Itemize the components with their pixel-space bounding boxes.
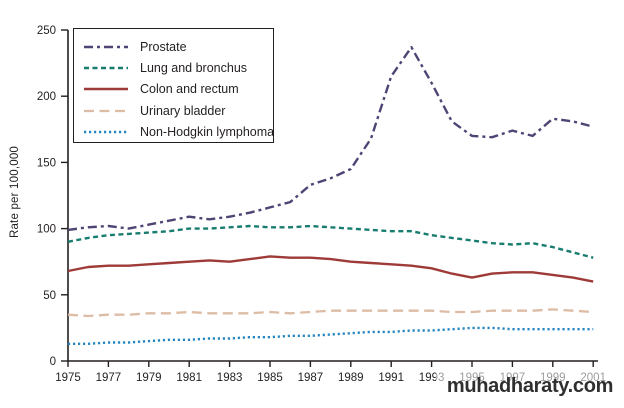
x-tick-label: 1985	[257, 372, 283, 384]
legend-line-swatch	[84, 66, 128, 70]
x-tick-label: 1987	[298, 372, 324, 384]
legend-line-swatch	[84, 131, 128, 134]
series-line-non-hodgkin-lymphoma	[68, 326, 594, 345]
watermark-text: muhadharaty.com	[436, 370, 624, 402]
legend-item-urinary-bladder: Urinary bladder	[83, 100, 273, 121]
y-tick-label: 100	[37, 224, 56, 236]
x-tick-label: 1981	[176, 372, 202, 384]
x-tick-label: 1989	[338, 372, 364, 384]
x-tick-label: 1979	[136, 372, 162, 384]
y-axis-title: Rate per 100,000	[9, 145, 21, 239]
legend-item-lung-and-bronchus: Lung and bronchus	[83, 57, 273, 78]
y-tick-label: 0	[50, 356, 56, 368]
y-tick-label: 150	[37, 157, 56, 169]
series-line-lung-and-bronchus	[67, 224, 594, 259]
legend-line-swatch	[84, 88, 128, 91]
legend-item-non-hodgkin-lymphoma: Non-Hodgkin lymphoma	[83, 122, 275, 143]
chart-legend: Prostate Lung and bronchus Colon and rectu…	[73, 28, 274, 143]
x-tick-label: 1983	[217, 372, 243, 384]
legend-label: Colon and rectum	[140, 82, 239, 97]
y-tick-label: 200	[37, 91, 56, 103]
legend-label: Non-Hodgkin lymphoma	[140, 125, 275, 140]
legend-item-colon-and-rectum: Colon and rectum	[83, 79, 273, 100]
x-tick-label: 1975	[55, 372, 81, 384]
series-line-urinary-bladder	[67, 308, 594, 318]
legend-item-prostate: Prostate	[83, 36, 273, 57]
legend-label: Prostate	[140, 39, 187, 54]
legend-line-swatch	[84, 45, 128, 48]
series-line-prostate	[67, 46, 594, 232]
x-tick-label: 1991	[378, 372, 404, 384]
legend-line-swatch	[84, 109, 128, 113]
y-tick-label: 50	[43, 290, 56, 302]
series-line-colon-and-rectum	[67, 255, 594, 283]
y-tick-label: 250	[37, 25, 56, 37]
x-tick-label: 1977	[96, 372, 122, 384]
legend-label: Urinary bladder	[140, 103, 226, 118]
legend-label: Lung and bronchus	[140, 61, 248, 76]
